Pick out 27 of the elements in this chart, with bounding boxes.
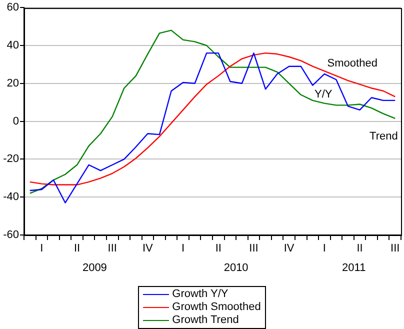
text: 2009 <box>82 262 107 274</box>
y-tick-label: 20 <box>6 77 19 90</box>
annotation: Trend <box>369 130 398 143</box>
x-tick-label: II <box>74 242 80 255</box>
text: 2011 <box>342 262 366 274</box>
legend-label: Growth Trend <box>172 314 239 327</box>
x-tick-label: I <box>40 242 44 255</box>
annotation: Smoothed <box>327 58 378 70</box>
x-tick-label: III <box>390 242 400 255</box>
x-tick-label: IV <box>142 242 154 255</box>
text: 2010 <box>224 262 248 274</box>
x-tick-label: IV <box>284 242 295 255</box>
y-tick-label: 0 <box>12 115 19 128</box>
x-tick-label: II <box>356 242 363 255</box>
x-tick-label: I <box>322 242 326 255</box>
legend-label: Growth Smoothed <box>172 301 261 314</box>
annotation: Y/Y <box>314 88 333 101</box>
y-tick-label: 60 <box>6 2 19 14</box>
y-tick-label: -20 <box>3 153 19 166</box>
y-tick-label: -60 <box>3 229 19 242</box>
x-tick-label: I <box>182 242 185 255</box>
y-tick-label: -40 <box>3 191 19 204</box>
y-tick-label: 40 <box>6 40 19 52</box>
x-tick-label: III <box>108 242 117 255</box>
legend-label: Growth Y/Y <box>172 288 228 301</box>
x-tick-label: III <box>249 242 258 255</box>
x-tick-label: II <box>215 242 222 255</box>
